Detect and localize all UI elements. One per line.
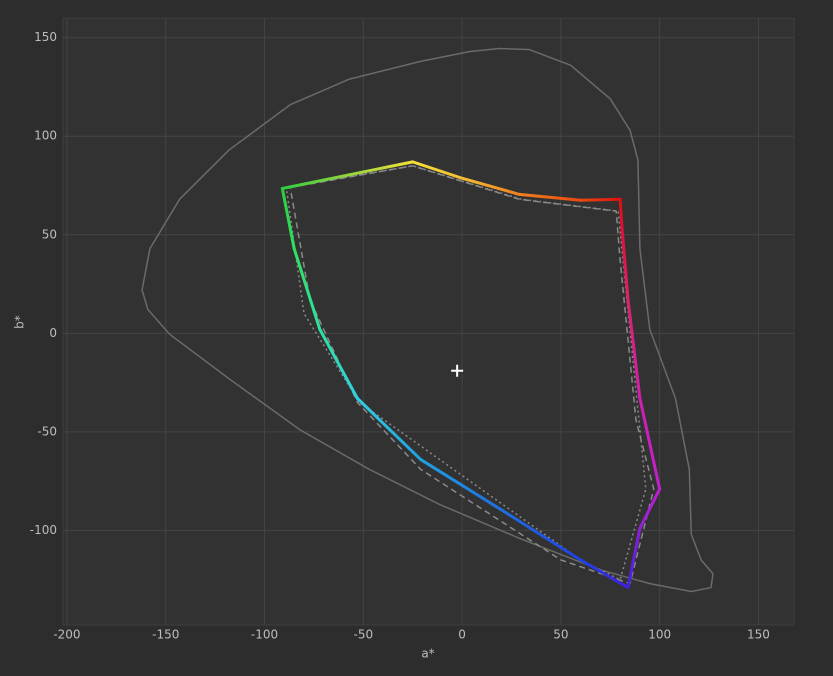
gamut-segment [638,487,662,530]
gamut-segment [280,186,296,251]
y-axis-label: b* [13,315,27,329]
plot-area [62,17,795,626]
gamut-segment [626,298,642,400]
gamut-segment [620,227,630,302]
x-tick-label: -150 [152,628,179,642]
center-marker [451,364,464,377]
gamut-segment [292,247,322,331]
gamut-segment [498,507,583,562]
x-tick-label: -100 [251,628,278,642]
gamut-segment [579,197,622,202]
x-tick-label: 0 [458,628,466,642]
x-tick-label: 50 [553,628,568,642]
gamut-segment [419,457,502,511]
x-tick-label: -50 [353,628,373,642]
gamut-segment [517,192,583,202]
gamut-segment [458,176,521,196]
x-tick-label: 150 [747,628,770,642]
y-tick-label: 100 [34,129,57,143]
series-line [289,165,655,585]
x-axis-label: a* [421,647,434,661]
gamut-segment [638,396,662,491]
gamut-segment [626,526,642,590]
x-tick-label: -200 [53,628,80,642]
x-tick-label: 100 [648,628,671,642]
y-tick-label: -50 [37,424,57,438]
gamut-segment [280,160,415,190]
gamut-segment [618,197,624,231]
gamut-segment [318,327,359,400]
gamut-segment [579,558,630,590]
y-tick-label: -100 [30,523,57,537]
gamut-segment [355,396,423,461]
y-tick-label: 150 [34,30,57,44]
gamut-segment [411,160,462,180]
y-tick-label: 0 [49,326,57,340]
y-tick-label: 50 [42,227,57,241]
